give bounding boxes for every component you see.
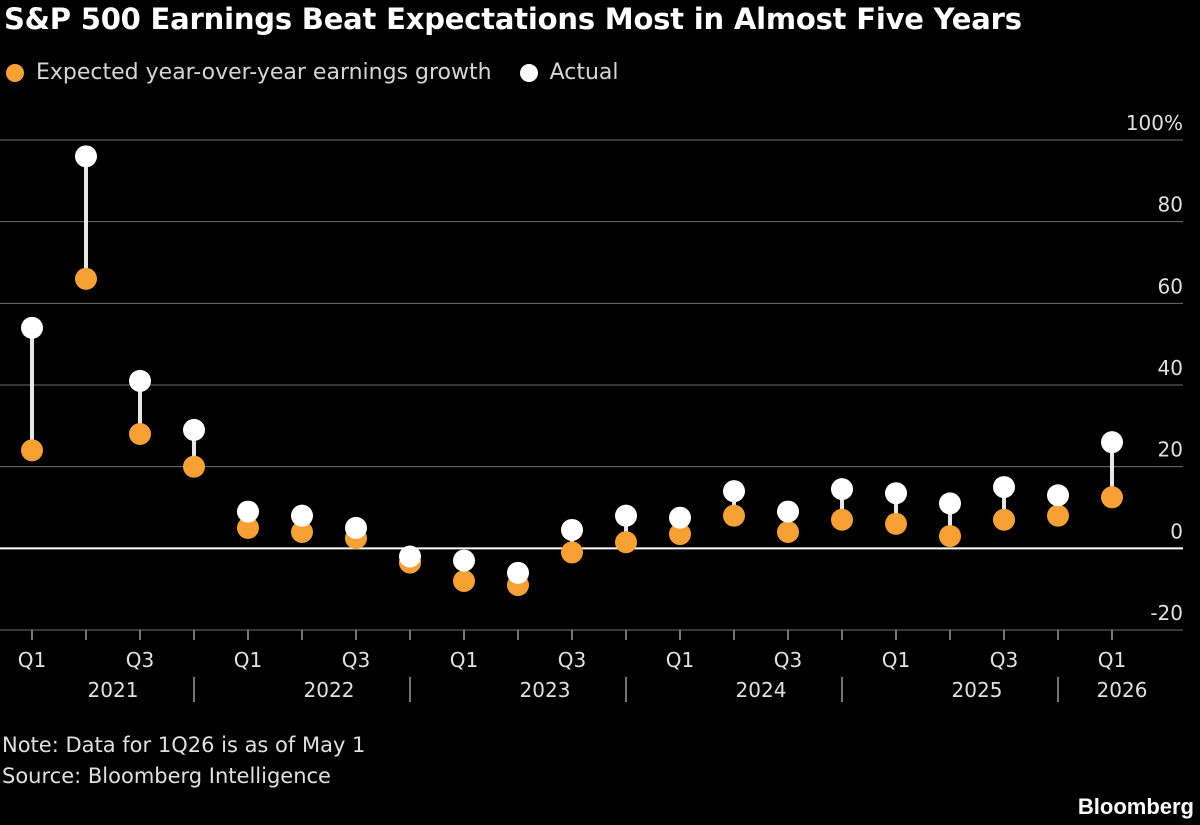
actual-point [669, 506, 691, 529]
expected-point [75, 267, 97, 290]
year-label: 2026 [1097, 678, 1148, 702]
actual-point [75, 145, 97, 168]
expected-point [1101, 486, 1123, 509]
actual-point [615, 504, 637, 527]
y-tick-label: 20 [1158, 438, 1183, 462]
actual-point [939, 492, 961, 515]
x-tick-label: Q3 [990, 648, 1018, 672]
expected-point [885, 512, 907, 535]
legend-item-actual: Actual [519, 60, 619, 85]
x-tick-label: Q1 [882, 648, 910, 672]
x-tick-label: Q3 [342, 648, 370, 672]
y-tick-label: 40 [1158, 356, 1183, 380]
actual-point [885, 482, 907, 505]
actual-point [453, 549, 475, 572]
expected-point [939, 525, 961, 548]
legend-label-actual: Actual [549, 60, 619, 85]
legend-label-expected: Expected year-over-year earnings growth [36, 60, 492, 85]
actual-point [777, 500, 799, 523]
chart-title: S&P 500 Earnings Beat Expectations Most … [4, 2, 1022, 36]
expected-point [453, 570, 475, 592]
expected-point [777, 521, 799, 543]
actual-point [291, 504, 313, 527]
actual-point [723, 480, 745, 503]
actual-point [129, 369, 151, 392]
y-tick-label: 80 [1158, 193, 1183, 217]
expected-point [291, 521, 313, 543]
actual-point [21, 316, 43, 339]
x-tick-label: Q3 [558, 648, 586, 672]
x-tick-label: Q1 [234, 648, 262, 672]
actual-point [993, 476, 1015, 499]
year-label: 2025 [952, 678, 1003, 702]
actual-point [507, 561, 529, 584]
year-label: 2021 [88, 678, 139, 702]
x-tick-label: Q3 [774, 648, 802, 672]
expected-point [993, 508, 1015, 531]
x-tick-label: Q1 [450, 648, 478, 672]
y-tick-label: -20 [1150, 601, 1183, 625]
y-tick-label: 0 [1170, 519, 1183, 543]
expected-point [723, 504, 745, 527]
actual-point [237, 500, 259, 523]
expected-point [237, 516, 259, 539]
x-tick-label: Q1 [666, 648, 694, 672]
legend-item-expected: Expected year-over-year earnings growth [6, 60, 492, 85]
expected-point [21, 439, 43, 462]
year-label: 2022 [304, 678, 355, 702]
y-tick-label: 60 [1158, 274, 1183, 298]
year-label: 2023 [520, 678, 571, 702]
expected-point [831, 508, 853, 531]
chart-note: Note: Data for 1Q26 is as of May 1 [2, 733, 366, 757]
legend-swatch-expected [6, 63, 24, 82]
x-tick-label: Q1 [1098, 648, 1126, 672]
expected-point [615, 531, 637, 554]
expected-point [183, 455, 205, 478]
actual-point [831, 478, 853, 501]
expected-point [669, 523, 691, 546]
expected-point [1047, 504, 1069, 527]
x-tick-label: Q1 [18, 648, 46, 672]
chart-source: Source: Bloomberg Intelligence [2, 764, 331, 788]
expected-point [129, 423, 151, 445]
year-label: 2024 [736, 678, 787, 702]
expected-point [561, 541, 583, 564]
actual-point [183, 418, 205, 441]
actual-point [1047, 484, 1069, 507]
chart-plot: 100% 80 60 40 20 0 -20 Q1 Q3 Q1 Q3 Q1 Q3 Q1 Q3 Q1 Q3 Q1 20… [0, 111, 1183, 702]
actual-point [1101, 431, 1123, 454]
actual-point [345, 516, 367, 539]
legend: Expected year-over-year earnings growth … [6, 60, 647, 85]
actual-point [561, 518, 583, 541]
y-tick-label: 100% [1126, 111, 1183, 135]
bloomberg-logo: Bloomberg [1077, 794, 1194, 819]
actual-point [399, 545, 421, 568]
x-tick-label: Q3 [126, 648, 154, 672]
legend-swatch-actual [519, 63, 538, 82]
